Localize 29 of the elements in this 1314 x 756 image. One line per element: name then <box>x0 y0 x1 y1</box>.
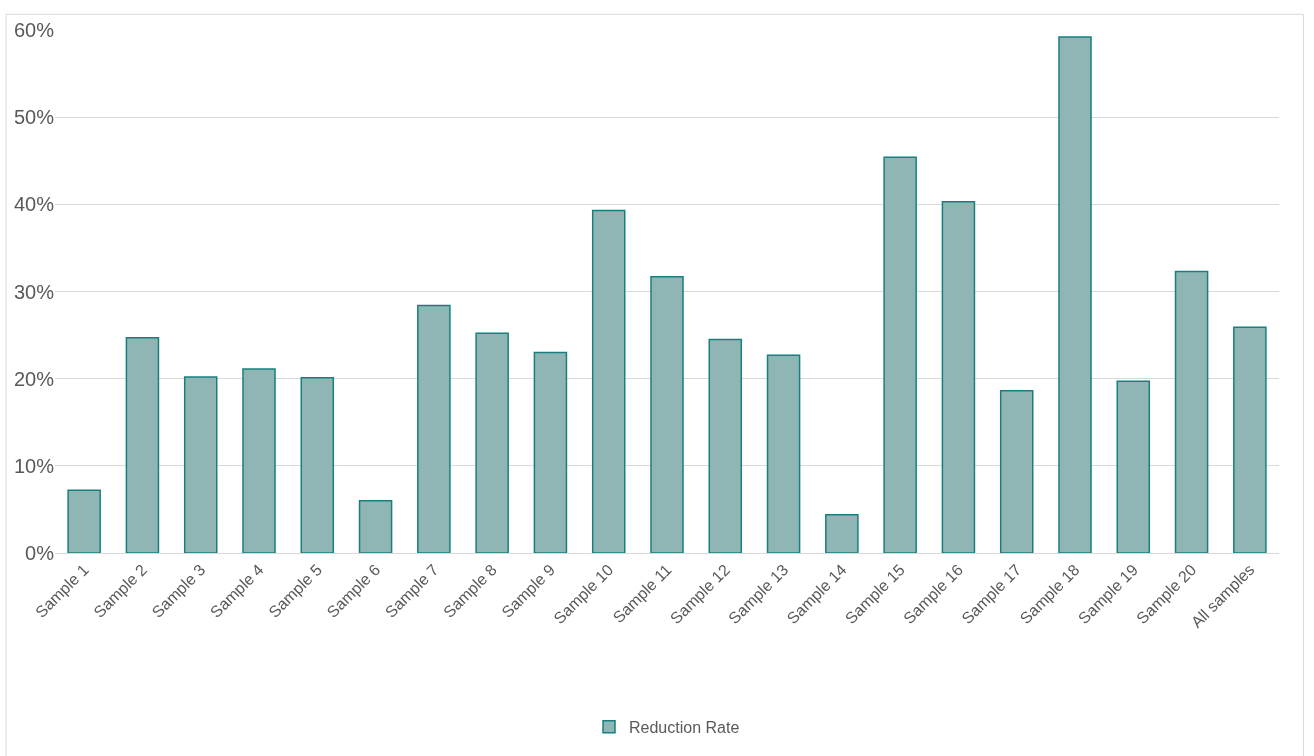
bar <box>1116 380 1151 553</box>
y-tick-label: 50% <box>13 106 55 129</box>
bar <box>591 209 626 553</box>
bar <box>475 332 509 553</box>
y-tick-label: 0% <box>25 542 55 564</box>
bar <box>183 376 218 553</box>
bar <box>1174 270 1209 553</box>
bar <box>825 513 859 553</box>
bar <box>533 351 568 553</box>
bar <box>883 156 917 553</box>
bar <box>125 336 160 553</box>
bar <box>650 275 684 553</box>
bar <box>708 338 743 553</box>
y-tick-label: 10% <box>13 454 55 477</box>
legend-label: Reduction Rate <box>629 719 740 737</box>
bar <box>417 304 451 553</box>
y-tick-label: 60% <box>13 19 55 41</box>
bar <box>1058 36 1092 553</box>
y-tick-label: 40% <box>13 193 55 216</box>
bar <box>242 368 276 553</box>
y-tick-label: 20% <box>13 367 55 390</box>
bar <box>1233 326 1267 553</box>
bar <box>766 354 801 553</box>
bar <box>999 390 1034 553</box>
bar <box>300 377 335 553</box>
bar <box>67 489 101 553</box>
bar <box>941 200 976 553</box>
bar <box>358 499 393 553</box>
y-tick-label: 30% <box>13 280 55 303</box>
